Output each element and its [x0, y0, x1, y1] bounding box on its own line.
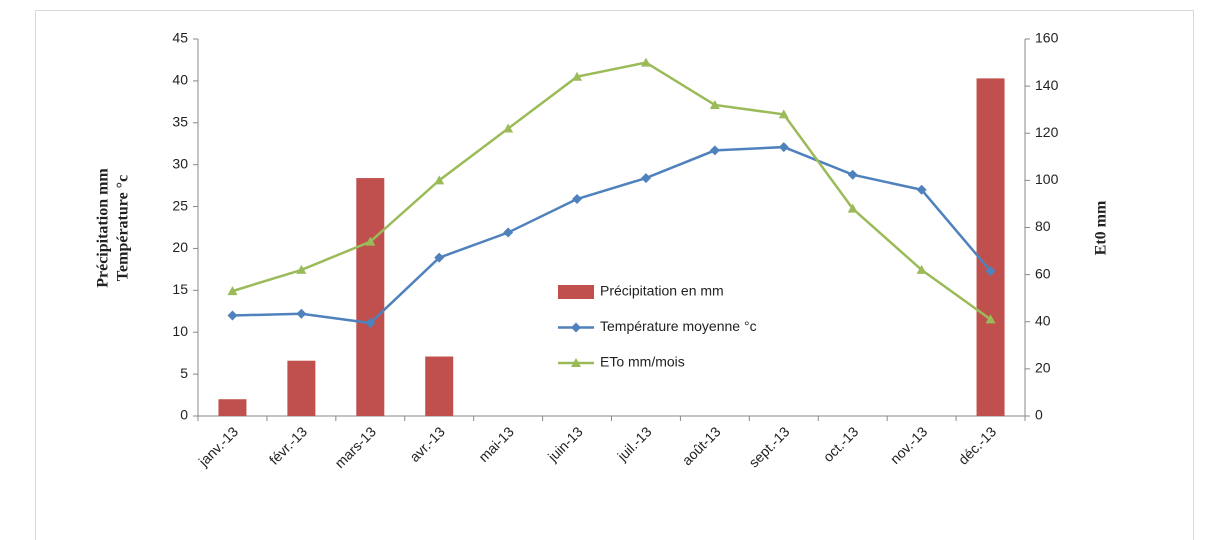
marker	[227, 286, 238, 296]
marker	[916, 184, 927, 195]
y-tick-label: 30	[172, 155, 188, 171]
y-tick-label: 5	[180, 365, 188, 381]
marker	[365, 236, 376, 246]
legend-label: Température moyenne °c	[600, 318, 757, 334]
marker	[503, 227, 514, 238]
line	[232, 61, 992, 321]
marker	[227, 310, 238, 321]
marker	[296, 308, 307, 319]
bar	[218, 399, 247, 416]
y-tick-label: 35	[172, 113, 188, 129]
legend-marker	[571, 358, 581, 367]
line	[232, 145, 992, 325]
marker	[640, 57, 651, 67]
marker	[778, 142, 789, 153]
legend-label: Précipitation en mm	[600, 283, 724, 299]
y-axis-title: Précipitation mm	[95, 168, 112, 288]
y-axis-title: Température °c	[115, 175, 132, 281]
y2-tick-label: 120	[1035, 124, 1059, 140]
marker	[847, 169, 858, 180]
marker	[572, 71, 583, 81]
marker	[916, 264, 927, 274]
bar	[425, 356, 454, 416]
marker	[847, 203, 858, 213]
y2-tick-label: 160	[1035, 30, 1059, 46]
y2-tick-label: 60	[1035, 265, 1051, 281]
y2-tick-label: 80	[1035, 218, 1051, 234]
marker	[434, 175, 445, 185]
y2-axis-title: Et0 mm	[1093, 200, 1110, 255]
y-tick-label: 10	[172, 323, 188, 339]
legend-marker	[571, 322, 581, 333]
legend-swatch	[558, 285, 594, 299]
y-tick-label: 0	[180, 407, 188, 423]
legend-label: ETo mm/mois	[600, 354, 685, 370]
bar	[976, 78, 1005, 417]
y-tick-label: 20	[172, 239, 188, 255]
y-tick-label: 25	[172, 197, 188, 213]
marker	[296, 264, 307, 274]
marker	[709, 145, 720, 156]
bar	[356, 178, 385, 416]
y2-tick-label: 20	[1035, 360, 1051, 376]
marker	[572, 194, 583, 205]
y2-tick-label: 140	[1035, 77, 1059, 93]
y-tick-label: 15	[172, 281, 188, 297]
marker	[434, 252, 445, 263]
y-tick-label: 40	[172, 72, 188, 88]
marker	[778, 109, 789, 119]
marker	[985, 314, 996, 324]
marker	[709, 99, 720, 109]
y2-tick-label: 100	[1035, 171, 1059, 187]
marker	[985, 266, 996, 277]
marker	[640, 173, 651, 184]
marker	[365, 318, 376, 329]
y2-tick-label: 0	[1035, 407, 1043, 423]
y2-tick-label: 40	[1035, 312, 1051, 328]
marker	[503, 123, 514, 133]
bar	[287, 360, 316, 416]
y-tick-label: 45	[172, 30, 188, 46]
